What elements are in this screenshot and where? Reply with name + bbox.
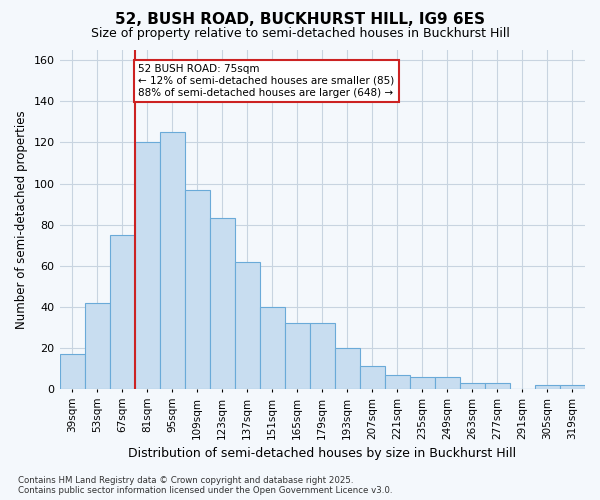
Bar [310,323,335,389]
Bar [485,382,510,389]
Bar [134,142,160,389]
Bar [185,190,209,389]
X-axis label: Distribution of semi-detached houses by size in Buckhurst Hill: Distribution of semi-detached houses by … [128,447,517,460]
Bar [385,374,410,389]
Bar [160,132,185,389]
Bar [85,302,110,389]
Bar [335,348,360,389]
Bar [235,262,260,389]
Y-axis label: Number of semi-detached properties: Number of semi-detached properties [15,110,28,329]
Bar [110,235,134,389]
Bar [560,385,585,389]
Bar [59,354,85,389]
Bar [410,376,435,389]
Text: 52 BUSH ROAD: 75sqm
← 12% of semi-detached houses are smaller (85)
88% of semi-d: 52 BUSH ROAD: 75sqm ← 12% of semi-detach… [139,64,395,98]
Text: 52, BUSH ROAD, BUCKHURST HILL, IG9 6ES: 52, BUSH ROAD, BUCKHURST HILL, IG9 6ES [115,12,485,28]
Bar [260,306,285,389]
Bar [535,385,560,389]
Bar [209,218,235,389]
Bar [460,382,485,389]
Bar [360,366,385,389]
Bar [435,376,460,389]
Text: Contains HM Land Registry data © Crown copyright and database right 2025.
Contai: Contains HM Land Registry data © Crown c… [18,476,392,495]
Bar [285,323,310,389]
Text: Size of property relative to semi-detached houses in Buckhurst Hill: Size of property relative to semi-detach… [91,28,509,40]
